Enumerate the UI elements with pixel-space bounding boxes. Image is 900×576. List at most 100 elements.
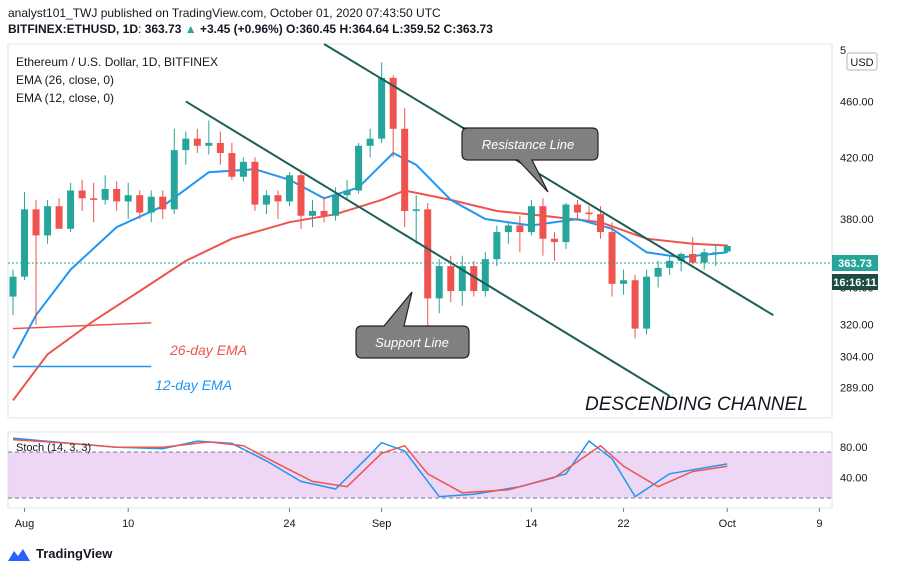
candle-body	[620, 280, 628, 284]
candle	[412, 195, 420, 244]
support-callout: Support Line	[355, 291, 470, 359]
candle-body	[205, 142, 213, 146]
candle	[159, 190, 167, 219]
candle-body	[113, 188, 121, 202]
x-tick-label: 10	[122, 518, 134, 530]
candle-body	[285, 175, 293, 202]
price-axis[interactable]: 5460.00420.00380.00340.00320.00304.00289…	[840, 45, 874, 394]
candle	[309, 199, 317, 228]
candle-body	[136, 195, 144, 213]
candle	[170, 128, 178, 215]
candle-body	[481, 259, 489, 292]
candle	[193, 128, 201, 154]
candle	[205, 120, 213, 155]
y-tick-label: 380.00	[840, 214, 874, 226]
candle-body	[447, 266, 455, 292]
currency-box[interactable]	[846, 52, 878, 71]
stoch-label: Stoch (14, 3, 3)	[16, 442, 91, 454]
candle	[666, 255, 674, 275]
symbol-label: BITFINEX:ETHUSD, 1D	[8, 22, 139, 36]
candle	[631, 274, 639, 339]
candle-body	[366, 138, 374, 146]
candle	[67, 182, 75, 233]
candle	[32, 199, 40, 325]
candle-body	[21, 209, 29, 277]
low-value: L:359.52	[392, 22, 441, 36]
y-tick-label: 460.00	[840, 96, 874, 108]
x-tick-label: Sep	[372, 518, 392, 530]
candle	[251, 157, 259, 211]
close-value: C:363.73	[443, 22, 493, 36]
candle	[101, 175, 109, 205]
open-value: O:360.45	[286, 22, 337, 36]
candle	[389, 75, 397, 158]
time-axis[interactable]: Aug 10 24 Sep 14 22 Oct 9	[15, 508, 823, 530]
candle-body	[297, 175, 305, 216]
ema26-label: 26-day EMA	[169, 342, 247, 358]
candle-body	[251, 161, 259, 205]
tradingview-logo[interactable]: TradingView	[8, 546, 112, 561]
stoch-tick-label: 80.00	[840, 442, 868, 454]
candle	[539, 198, 547, 256]
candle	[320, 196, 328, 223]
candle	[481, 252, 489, 297]
candle	[55, 198, 63, 229]
y-tick-label: 320.00	[840, 320, 874, 332]
ema12-group	[12, 151, 728, 359]
tradingview-icon	[8, 548, 30, 561]
candle-body	[631, 280, 639, 329]
last-price: 363.73	[144, 22, 182, 36]
stoch-group	[12, 437, 728, 498]
candle	[654, 260, 662, 288]
candle-body	[216, 142, 224, 154]
support-line[interactable]	[185, 100, 671, 397]
candle-body	[228, 153, 236, 177]
candle-body	[550, 238, 558, 243]
candle-body	[677, 253, 685, 261]
candle-body	[516, 225, 524, 233]
candle-body	[493, 232, 501, 260]
candle	[355, 142, 363, 194]
candle	[136, 190, 144, 219]
candle	[643, 269, 651, 335]
candle	[239, 157, 247, 182]
candle-body	[654, 267, 662, 277]
channel-group	[185, 43, 774, 397]
candle-body	[67, 190, 75, 229]
candle	[435, 259, 443, 314]
brand-label: TradingView	[36, 546, 113, 561]
y-tick-label: 420.00	[840, 152, 874, 164]
candle-body	[78, 190, 86, 199]
change-value: +3.45 (+0.96%)	[199, 22, 283, 36]
resistance-line[interactable]	[323, 43, 774, 317]
y-tick-label: 304.00	[840, 351, 874, 363]
legend-ema26: EMA (26, close, 0)	[16, 73, 114, 87]
countdown-tag	[832, 274, 878, 290]
candle-body	[343, 190, 351, 196]
candle-body	[504, 225, 512, 233]
candle-body	[332, 195, 340, 216]
candle-body	[470, 266, 478, 292]
candle	[723, 244, 731, 254]
candle	[366, 128, 374, 158]
candle-body	[562, 204, 570, 243]
candle-body	[597, 214, 605, 233]
candle-body	[32, 209, 40, 236]
x-tick-label: Oct	[719, 518, 736, 530]
candle-body	[159, 196, 167, 210]
current-price-tag	[832, 255, 878, 271]
candle-body	[101, 188, 109, 200]
candle	[516, 215, 524, 253]
ema-key-lines	[12, 322, 152, 368]
stoch-tick-label: 40.00	[840, 473, 868, 485]
candle-body	[239, 161, 247, 177]
candle-body	[309, 210, 317, 216]
descending-channel-label: DESCENDING CHANNEL	[585, 394, 808, 415]
candle	[228, 142, 236, 180]
candle-body	[435, 266, 443, 299]
candle	[550, 232, 558, 261]
candle	[620, 269, 628, 295]
candle-body	[320, 210, 328, 216]
candle-body	[262, 195, 270, 205]
